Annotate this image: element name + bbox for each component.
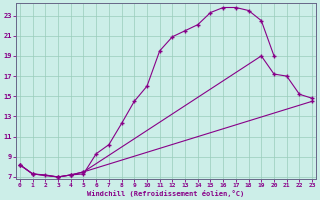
- X-axis label: Windchill (Refroidissement éolien,°C): Windchill (Refroidissement éolien,°C): [87, 190, 245, 197]
